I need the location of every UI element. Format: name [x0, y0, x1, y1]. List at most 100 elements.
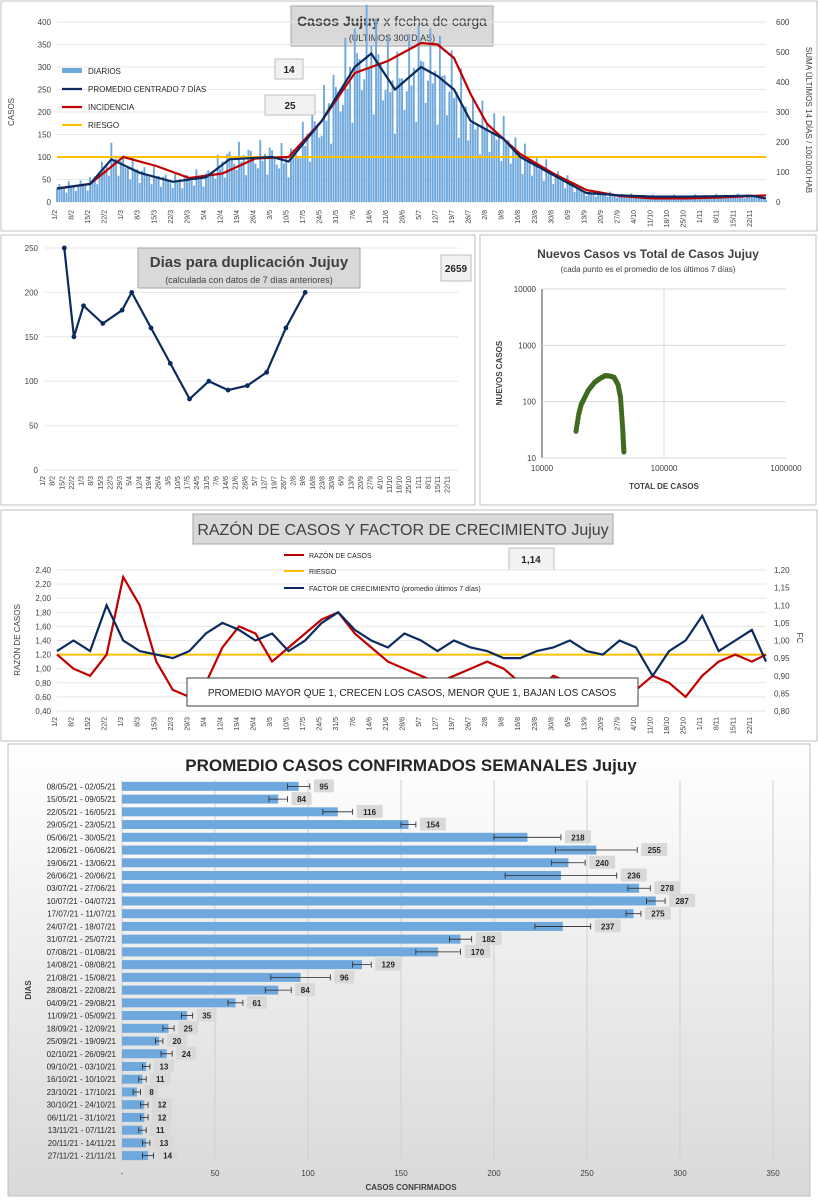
duplicacion-x-tick: 15/3: [98, 476, 105, 490]
casos-daily-bar: [389, 92, 392, 202]
semanal-category-label: 04/09/21 - 29/08/21: [47, 999, 117, 1008]
casos-x-tick: 8/3: [135, 210, 142, 220]
casos-daily-bar: [282, 163, 285, 202]
duplicacion-x-tick: 2/8: [291, 476, 298, 486]
casos-daily-bar: [597, 192, 600, 202]
casos-daily-bar: [375, 18, 377, 202]
semanal-x-tick: 50: [211, 1169, 220, 1178]
casos-daily-bar: [266, 174, 269, 202]
semanal-value-label-box: [166, 1034, 187, 1048]
duplicacion-x-tick: 9/8: [300, 476, 307, 486]
semanal-value-label: 96: [340, 973, 349, 982]
razon-left-tick: 1,60: [35, 622, 51, 631]
casos-daily-bar: [89, 177, 92, 202]
casos-daily-bar: [117, 175, 120, 202]
casos-daily-bar: [746, 194, 749, 202]
semanal-bar: [122, 934, 461, 944]
casos-daily-bar: [212, 174, 214, 202]
duplicacion-x-tick: 30/8: [329, 476, 336, 490]
razon-left-tick: 1,80: [35, 608, 51, 617]
casos-daily-bar: [488, 152, 491, 202]
casos-daily-bar: [323, 84, 326, 202]
casos-x-tick: 16/8: [515, 210, 522, 224]
casos-daily-bar: [568, 184, 571, 202]
razon-x-tick: 9/8: [499, 717, 506, 727]
casos-daily-bar: [292, 149, 295, 202]
casos-daily-bar: [507, 140, 510, 202]
casos-daily-bar: [204, 173, 207, 202]
casos-right-tick: 200: [776, 138, 790, 147]
semanal-bar: [122, 1100, 145, 1110]
semanal-category-label: 26/06/21 - 20/06/21: [47, 872, 117, 881]
casos-daily-bar: [464, 106, 467, 202]
casos-daily-bar: [691, 197, 694, 202]
casos-daily-bar: [311, 115, 314, 202]
casos-daily-bar: [545, 159, 548, 202]
casos-daily-bar: [523, 143, 526, 202]
casos-daily-bar: [616, 197, 619, 202]
casos-daily-bar: [755, 197, 758, 202]
casos-daily-bar: [98, 171, 101, 202]
semanal-bar: [122, 909, 634, 919]
razon-x-tick: 5/7: [416, 717, 423, 727]
razon-chart-panel: RAZÓN DE CASOS Y FACTOR DE CRECIMIENTO J…: [0, 509, 818, 742]
duplicacion-x-tick: 8/11: [425, 476, 432, 489]
casos-daily-bar: [216, 154, 219, 202]
duplicacion-badge-box: [440, 254, 472, 282]
casos-daily-bar: [731, 196, 734, 202]
casos-daily-bar: [171, 187, 174, 202]
casos-x-tick: 6/9: [565, 210, 572, 220]
semanal-x-tick: 250: [580, 1169, 594, 1178]
razon-x-tick: 27/9: [614, 717, 621, 731]
casos-daily-bar: [77, 185, 80, 202]
casos-daily-bar: [509, 163, 512, 202]
semanal-value-label-box: [334, 970, 355, 984]
casos-daily-bar: [601, 194, 604, 202]
casos-daily-bar: [126, 168, 129, 202]
razon-x-tick: 16/8: [515, 717, 522, 731]
semanal-bar: [122, 1049, 167, 1059]
casos-daily-bar: [583, 192, 585, 202]
duplicacion-x-tick: 29/3: [117, 476, 124, 490]
razon-left-tick: 1,00: [35, 665, 51, 674]
casos-left-tick: 350: [38, 41, 52, 50]
semanal-x-tick: 100: [301, 1169, 315, 1178]
casos-daily-bar: [245, 175, 248, 202]
casos-daily-bar: [627, 197, 630, 202]
nuevos-ylabel: NUEVOS CASOS: [495, 340, 504, 405]
duplicacion-point: [244, 383, 250, 389]
casos-daily-bar: [332, 74, 335, 202]
casos-daily-bar: [554, 174, 557, 202]
semanal-category-label: 09/10/21 - 03/10/21: [47, 1063, 117, 1072]
casos-daily-bar: [722, 198, 725, 202]
casos-daily-bar: [519, 157, 522, 202]
razon-x-tick: 19/4: [234, 717, 241, 731]
semanal-category-label: 16/10/21 - 10/10/21: [47, 1075, 117, 1084]
casos-x-tick: 9/8: [499, 210, 506, 220]
semanal-value-label-box: [564, 830, 591, 844]
semanal-value-label: 218: [571, 833, 585, 842]
casos-daily-bar: [500, 161, 503, 202]
casos-daily-bar: [254, 163, 257, 202]
casos-daily-bar: [427, 80, 429, 202]
semanal-category-label: 24/07/21 - 18/07/21: [47, 922, 117, 931]
casos-daily-bar: [580, 190, 583, 202]
casos-daily-bar: [56, 188, 58, 202]
razon-right-tick: 1,05: [774, 619, 790, 628]
badge-14-box: [274, 58, 304, 80]
razon-x-tick: 14/6: [366, 717, 373, 731]
semanal-bar: [122, 883, 640, 893]
casos-left-tick: 250: [38, 86, 52, 95]
razon-x-tick: 21/6: [383, 717, 390, 731]
razon-x-tick: 4/10: [631, 717, 638, 731]
casos-daily-bar: [396, 51, 399, 202]
nuevos-y-tick: 10: [527, 454, 536, 463]
casos-x-tick: 24/5: [317, 210, 324, 224]
casos-x-tick: 29/3: [184, 210, 191, 224]
semanal-value-label-box: [594, 919, 621, 933]
casos-daily-bar: [420, 60, 422, 202]
semanal-value-label: 12: [158, 1101, 167, 1110]
duplicacion-x-tick: 19/4: [146, 476, 153, 490]
legend-diarios-label: DIARIOS: [88, 67, 121, 76]
